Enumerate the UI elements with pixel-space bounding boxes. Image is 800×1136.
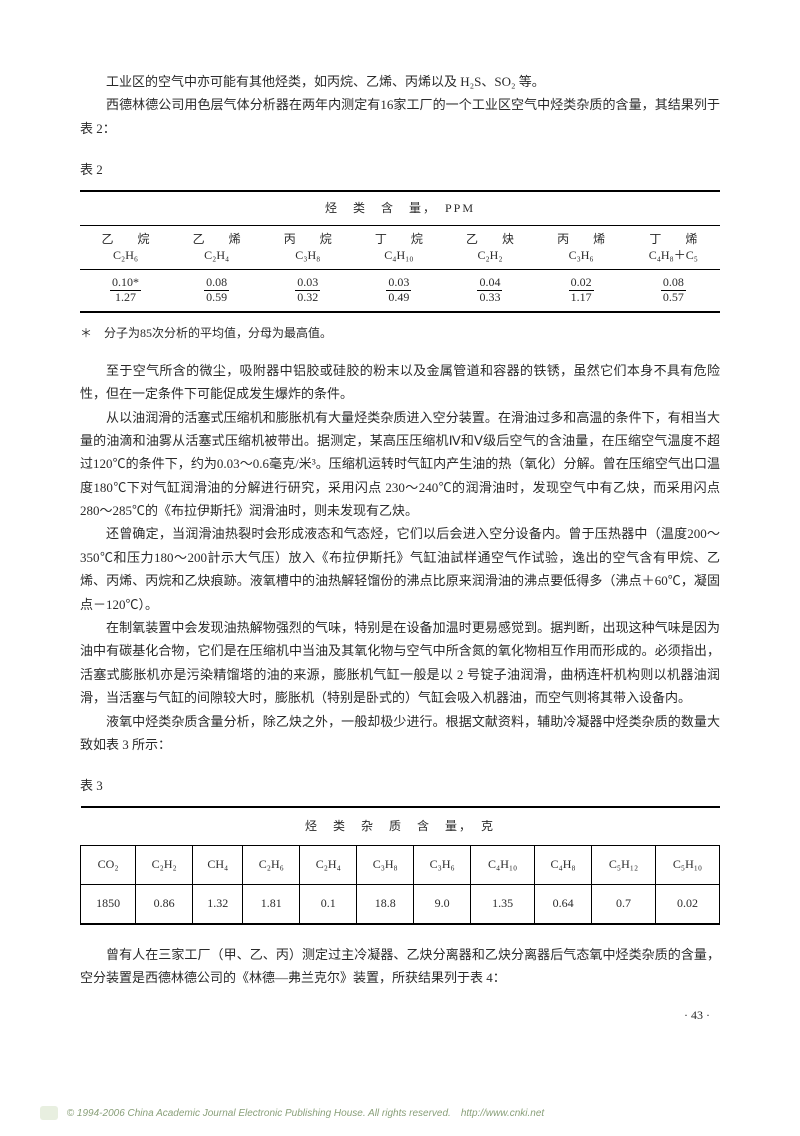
- t3-d5: 18.8: [357, 884, 414, 923]
- table2-footnote: ＊ 分子为85次分析的平均值，分母为最高值。: [80, 323, 720, 345]
- t2-col6: 丁 烯C₄H₈＋C₅: [627, 226, 720, 270]
- body-p3: 还曾确定，当润滑油热裂时会形成液态和气态烃，它们以后会进入空分设备内。曾于压热器…: [80, 522, 720, 616]
- table3-header-row: CO₂ C₂H₂ CH₄ C₂H₆ C₂H₄ C₃H₈ C₃H₆ C₄H₁₀ C…: [81, 846, 720, 885]
- t3-d6: 9.0: [414, 884, 471, 923]
- page-number: · 43 ·: [80, 1005, 720, 1027]
- cnki-logo-icon: [40, 1106, 58, 1120]
- table3-title: 烃 类 杂 质 含 量， 克: [81, 807, 720, 846]
- t3-d4: 0.1: [300, 884, 357, 923]
- body-p5: 液氧中烃类杂质含量分析，除乙炔之外，一般却极少进行。根据文献资料，辅助冷凝器中烃…: [80, 710, 720, 757]
- intro-p1: 工业区的空气中亦可能有其他烃类，如丙烷、乙烯、丙烯以及 H₂S、SO₂ 等。: [80, 70, 720, 93]
- t3-h0: CO₂: [81, 846, 136, 885]
- t2-col5: 丙 烯C₃H₆: [536, 226, 627, 270]
- table3-data-row: 1850 0.86 1.32 1.81 0.1 18.8 9.0 1.35 0.…: [81, 884, 720, 923]
- t3-d1: 0.86: [136, 884, 193, 923]
- closing-p1: 曾有人在三家工厂（甲、乙、丙）测定过主冷凝器、乙炔分离器和乙炔分离器后气态氧中烃…: [80, 943, 720, 990]
- body-p1: 至于空气所含的微尘，吸附器中铝胶或硅胶的粉末以及金属管道和容器的铁锈，虽然它们本…: [80, 359, 720, 406]
- t3-h7: C₄H₁₀: [471, 846, 535, 885]
- t3-h8: C₄H₈: [535, 846, 592, 885]
- t3-d2: 1.32: [193, 884, 243, 923]
- copyright-footer: © 1994-2006 China Academic Journal Elect…: [40, 1104, 760, 1120]
- table2-title: 烃 类 含 量， PPM: [80, 191, 720, 226]
- t2-v4: 0.040.33: [444, 270, 535, 312]
- t3-d10: 0.02: [656, 884, 720, 923]
- t3-h1: C₂H₂: [136, 846, 193, 885]
- t3-h5: C₃H₈: [357, 846, 414, 885]
- t3-h3: C₂H₆: [243, 846, 300, 885]
- t3-d7: 1.35: [471, 884, 535, 923]
- table2: 烃 类 含 量， PPM 乙 烷C₂H₆ 乙 烯C₂H₄ 丙 烷C₃H₈ 丁 烷…: [80, 190, 720, 314]
- table3: 烃 类 杂 质 含 量， 克 CO₂ C₂H₂ CH₄ C₂H₆ C₂H₄ C₃…: [80, 806, 720, 925]
- t3-d0: 1850: [81, 884, 136, 923]
- t2-v0: 0.10*1.27: [80, 270, 171, 312]
- table2-data-row: 0.10*1.27 0.080.59 0.030.32 0.030.49 0.0…: [80, 270, 720, 312]
- t2-v3: 0.030.49: [353, 270, 444, 312]
- t2-col2: 丙 烷C₃H₈: [262, 226, 353, 270]
- table2-header-row: 乙 烷C₂H₆ 乙 烯C₂H₄ 丙 烷C₃H₈ 丁 烷C₄H₁₀ 乙 炔C₂H₂…: [80, 226, 720, 270]
- t3-h4: C₂H₄: [300, 846, 357, 885]
- t2-col4: 乙 炔C₂H₂: [444, 226, 535, 270]
- body-p4: 在制氧装置中会发现油热解物强烈的气味，特别是在设备加温时更易感觉到。据判断，出现…: [80, 616, 720, 710]
- t2-v5: 0.021.17: [536, 270, 627, 312]
- t2-v2: 0.030.32: [262, 270, 353, 312]
- t3-h10: C₅H₁₀: [656, 846, 720, 885]
- table3-label: 表 3: [80, 774, 720, 797]
- t3-h6: C₃H₆: [414, 846, 471, 885]
- t2-v6: 0.080.57: [627, 270, 720, 312]
- intro-p2: 西德林德公司用色层气体分析器在两年内测定有16家工厂的一个工业区空气中烃类杂质的…: [80, 93, 720, 140]
- t2-col0: 乙 烷C₂H₆: [80, 226, 171, 270]
- t3-d8: 0.64: [535, 884, 592, 923]
- t3-h9: C₅H₁₂: [592, 846, 656, 885]
- t2-col1: 乙 烯C₂H₄: [171, 226, 262, 270]
- t3-h2: CH₄: [193, 846, 243, 885]
- t2-col3: 丁 烷C₄H₁₀: [353, 226, 444, 270]
- document-page: 工业区的空气中亦可能有其他烃类，如丙烷、乙烯、丙烯以及 H₂S、SO₂ 等。 西…: [0, 0, 800, 1057]
- table2-label: 表 2: [80, 158, 720, 181]
- t3-d9: 0.7: [592, 884, 656, 923]
- t2-v1: 0.080.59: [171, 270, 262, 312]
- body-p2: 从以油润滑的活塞式压缩机和膨胀机有大量烃类杂质进入空分装置。在滑油过多和高温的条…: [80, 406, 720, 523]
- copyright-text: © 1994-2006 China Academic Journal Elect…: [67, 1108, 544, 1119]
- t3-d3: 1.81: [243, 884, 300, 923]
